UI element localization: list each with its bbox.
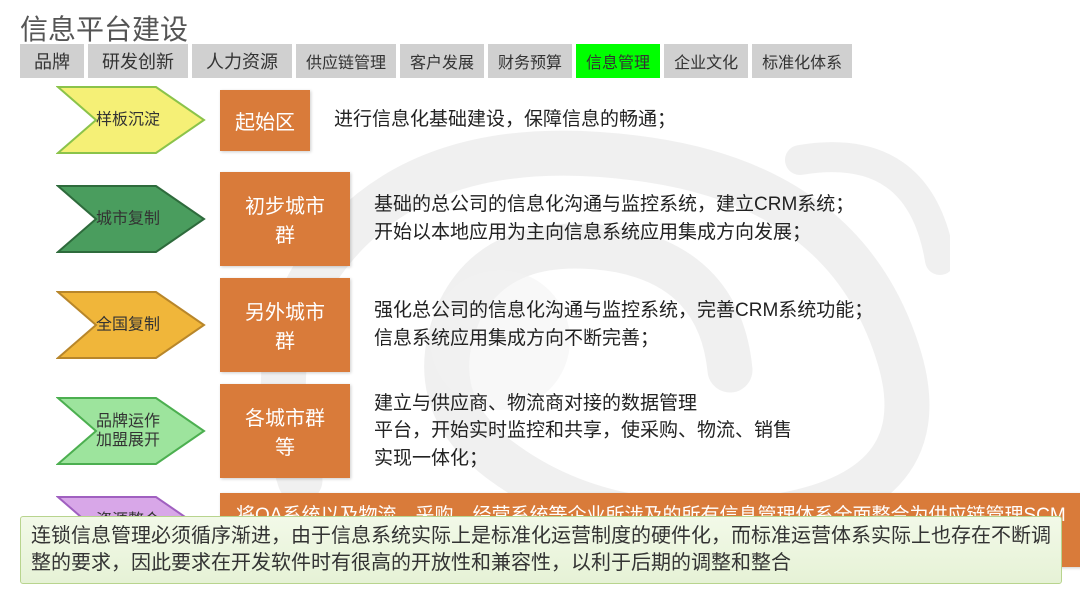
tab-bar: 品牌研发创新人力资源供应链管理客户发展财务预算信息管理企业文化标准化体系: [20, 44, 852, 78]
stage-arrow-label-3: 品牌运作加盟展开: [96, 412, 160, 450]
footer-note: 连锁信息管理必须循序渐进，由于信息系统实际上是标准化运营制度的硬件化，而标准运营…: [20, 516, 1062, 584]
tab-4[interactable]: 客户发展: [400, 44, 484, 78]
tab-1[interactable]: 研发创新: [88, 44, 188, 78]
stage-arrow-0: 样板沉淀: [56, 85, 206, 155]
tab-6[interactable]: 信息管理: [576, 44, 660, 78]
tab-8[interactable]: 标准化体系: [752, 44, 852, 78]
stage-arrow-2: 全国复制: [56, 290, 206, 360]
tab-3[interactable]: 供应链管理: [296, 44, 396, 78]
phase-box-3: 各城市群等: [220, 384, 350, 478]
page-title: 信息平台建设: [20, 8, 188, 48]
stage-desc-0: 进行信息化基础建设，保障信息的畅通；: [334, 106, 676, 134]
tab-2[interactable]: 人力资源: [192, 44, 292, 78]
stage-arrow-label-0: 样板沉淀: [96, 110, 160, 129]
stage-arrow-label-1: 城市复制: [96, 209, 160, 228]
stage-row-1: 城市复制 初步城市群基础的总公司的信息化沟通与监控系统，建立CRM系统；开始以本地…: [56, 172, 1080, 266]
tab-5[interactable]: 财务预算: [488, 44, 572, 78]
stage-desc-2: 强化总公司的信息化沟通与监控系统，完善CRM系统功能；信息系统应用集成方向不断完…: [374, 297, 873, 352]
phase-box-0: 起始区: [220, 90, 310, 151]
tab-7[interactable]: 企业文化: [664, 44, 748, 78]
stage-desc-3: 建立与供应商、物流商对接的数据管理平台，开始实时监控和共享，使采购、物流、销售实…: [374, 390, 792, 473]
stage-row-3: 品牌运作加盟展开 各城市群等建立与供应商、物流商对接的数据管理平台，开始实时监控和…: [56, 384, 1080, 478]
stage-arrow-1: 城市复制: [56, 184, 206, 254]
phase-box-2: 另外城市群: [220, 278, 350, 372]
stages-container: 样板沉淀 起始区进行信息化基础建设，保障信息的畅通； 城市复制 初步城市群基础的总公…: [56, 80, 1080, 570]
stage-desc-1: 基础的总公司的信息化沟通与监控系统，建立CRM系统；开始以本地应用为主向信息系统…: [374, 191, 854, 246]
phase-box-1: 初步城市群: [220, 172, 350, 266]
stage-row-2: 全国复制 另外城市群强化总公司的信息化沟通与监控系统，完善CRM系统功能；信息系统…: [56, 278, 1080, 372]
tab-0[interactable]: 品牌: [20, 44, 84, 78]
stage-row-0: 样板沉淀 起始区进行信息化基础建设，保障信息的畅通；: [56, 80, 1080, 160]
stage-arrow-3: 品牌运作加盟展开: [56, 396, 206, 466]
stage-arrow-label-2: 全国复制: [96, 315, 160, 334]
